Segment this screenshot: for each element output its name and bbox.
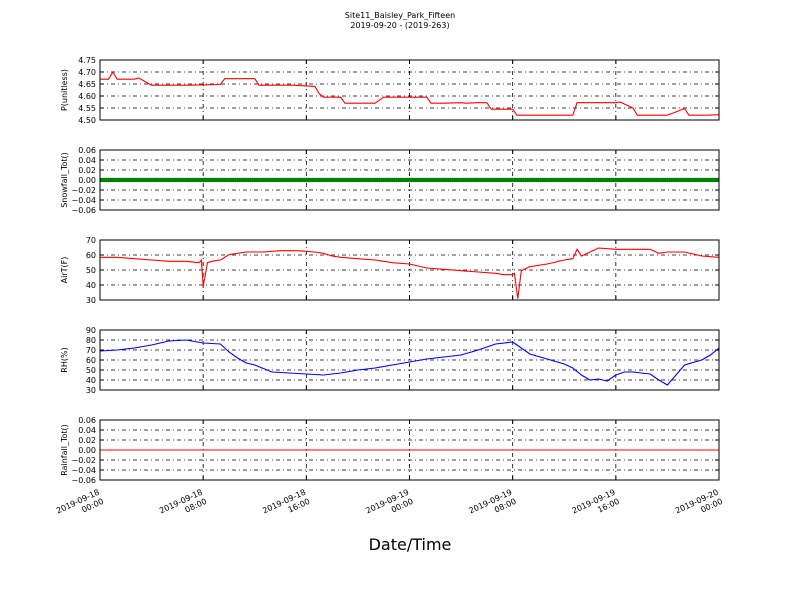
x-tick-label: 2019-09-1900:00 [364,488,414,525]
series-group [100,247,719,299]
y-tick-label: −0.06 [71,206,96,215]
axes-frame [99,419,720,481]
y-tick-label: 0.06 [78,416,96,425]
x-tick-label: 2019-09-1808:00 [158,488,208,525]
series-group [100,339,719,386]
y-tick-label: 4.60 [78,92,96,101]
axes-frame [99,59,720,121]
y-tick-label: 50 [86,366,96,375]
axes-frame [99,329,720,391]
y-tick-label: 4.70 [78,68,96,77]
x-tick-label: 2019-09-1800:00 [55,488,105,525]
y-tick-label: 80 [86,336,96,345]
y-tick-label: 60 [86,356,96,365]
y-tick-label: −0.02 [71,456,96,465]
y-tick-label: 70 [86,346,96,355]
y-tick-label: 0.04 [78,426,96,435]
y-tick-label: 0.04 [78,156,96,165]
x-tick-label: 2019-09-1908:00 [468,488,518,525]
y-tick-label: 90 [86,326,96,335]
y-tick-label: 40 [86,376,96,385]
y-tick-label: −0.02 [71,186,96,195]
y-tick-label: 4.50 [78,116,96,125]
y-tick-label: 70 [86,236,96,245]
series-line [100,70,719,116]
y-tick-label: 4.75 [78,56,96,65]
y-tick-label: 0.00 [78,446,96,455]
x-tick-label: 2019-09-1916:00 [571,488,621,525]
series-line [100,339,719,386]
panel-5: −0.06−0.04−0.020.000.020.040.06 Rainfall_… [60,416,720,485]
shared-x-tick-labels: 2019-09-1800:00 2019-09-1808:00 2019-09-18… [55,488,724,525]
x-tick-label: 2019-09-2000:00 [674,488,724,525]
y-tick-label: 40 [86,281,96,290]
y-tick-label: 0.02 [78,436,96,445]
y-tick-label: 0.00 [78,176,96,185]
panels-group: 4.50 4.55 4.60 4.65 4.70 4.75 P(unitless) −0.06… [60,56,720,485]
series-line [100,247,719,299]
y-tick-label: 4.55 [78,104,96,113]
y-axis-label: Rainfall_Tot() [60,424,69,476]
y-tick-label: −0.04 [71,196,96,205]
figure-title-line1: Site11_Baisley_Park_Fifteen [345,11,455,20]
axes-frame [99,149,720,211]
y-axis-label: AirT(F) [60,257,69,284]
y-axis-label: P(unitless) [60,69,69,111]
y-tick-label: 0.02 [78,166,96,175]
y-tick-label: 4.65 [78,80,96,89]
panel-2: −0.06−0.04−0.020.000.020.040.06 Snowfall_… [60,146,720,215]
y-tick-label: −0.06 [71,476,96,485]
y-tick-label: 0.06 [78,146,96,155]
series-group [100,177,719,183]
series-group [100,70,719,116]
y-tick-label: −0.04 [71,466,96,475]
figure-title-line2: 2019-09-20 - (2019-263) [350,21,449,30]
data-point [716,177,719,183]
y-tick-label: 60 [86,251,96,260]
panel-3: 30 40 50 60 70 AirT(F) [60,236,720,305]
y-tick-label: 50 [86,266,96,275]
axes-frame [99,239,720,301]
panel-1: 4.50 4.55 4.60 4.65 4.70 4.75 P(unitless) [60,56,720,125]
y-axis-label: Snowfall_Tot() [60,152,69,208]
y-axis-label: RH(%) [60,347,69,372]
y-tick-label: 30 [86,386,96,395]
y-tick-label: 30 [86,296,96,305]
x-axis-label: Date/Time [369,535,452,554]
x-tick-label: 2019-09-1816:00 [261,488,311,525]
